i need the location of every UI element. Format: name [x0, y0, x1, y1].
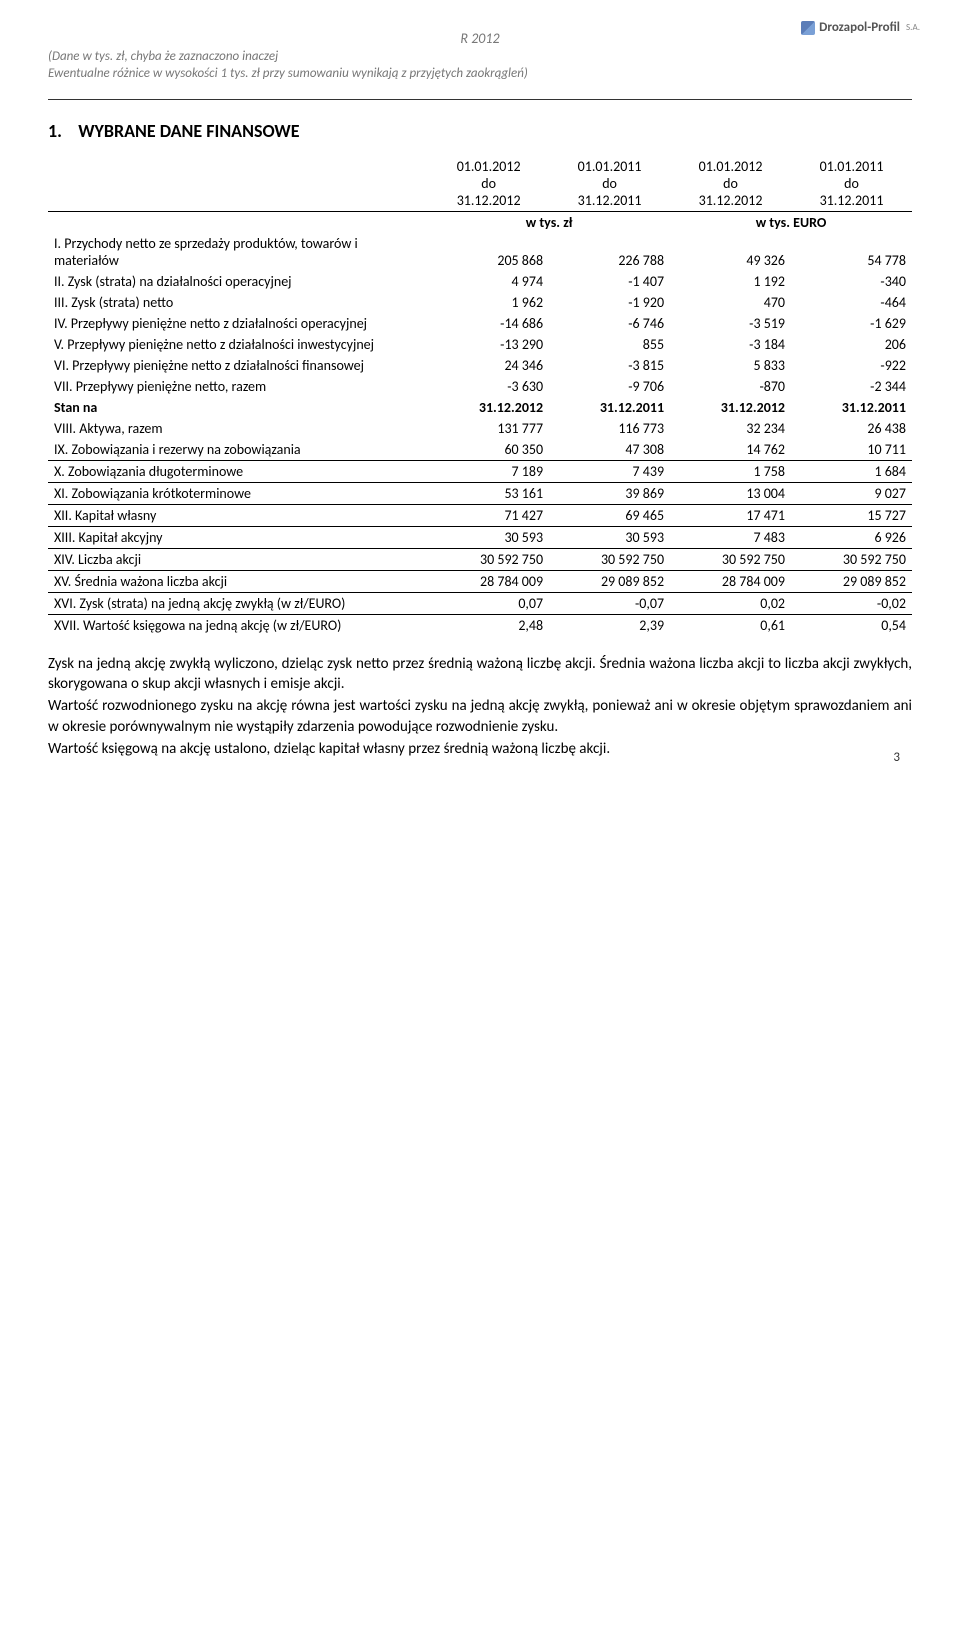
- body-paragraph-2: Wartość rozwodnionego zysku na akcję rów…: [48, 696, 912, 737]
- body-paragraph-3: Wartość księgową na akcję ustalono, dzie…: [48, 739, 912, 759]
- table-row: XVI. Zysk (strata) na jedną akcję zwykłą…: [48, 592, 912, 614]
- header-note-2: Ewentualne różnice w wysokości 1 tys. zł…: [48, 66, 912, 83]
- table-row: XIII. Kapitał akcyjny30 59330 5937 4836 …: [48, 526, 912, 548]
- table-row: IX. Zobowiązania i rezerwy na zobowiązan…: [48, 439, 912, 460]
- table-row: XII. Kapitał własny71 42769 46517 47115 …: [48, 504, 912, 526]
- body-paragraph-1: Zysk na jedną akcję zwykłą wyliczono, dz…: [48, 654, 912, 695]
- table-row: XV. Średnia ważona liczba akcji28 784 00…: [48, 570, 912, 592]
- table-row: XIV. Liczba akcji30 592 75030 592 75030 …: [48, 548, 912, 570]
- section-title: 1. WYBRANE DANE FINANSOWE: [48, 120, 912, 142]
- table-row: V. Przepływy pieniężne netto z działalno…: [48, 334, 912, 355]
- report-period: R 2012: [48, 30, 912, 47]
- stan-row: Stan na 31.12.2012 31.12.2011 31.12.2012…: [48, 397, 912, 418]
- period-2: 01.01.2011do31.12.2011: [549, 156, 670, 211]
- unit-zl: w tys. zł: [428, 211, 670, 233]
- table-row: XVII. Wartość księgowa na jedną akcję (w…: [48, 614, 912, 636]
- period-3: 01.01.2012do31.12.2012: [670, 156, 791, 211]
- page-number: 3: [893, 750, 900, 765]
- unit-row: w tys. zł w tys. EURO: [48, 211, 912, 233]
- table-row: VI. Przepływy pieniężne netto z działaln…: [48, 355, 912, 376]
- company-logo: Drozapol-Profil S.A.: [801, 20, 920, 35]
- logo-sa: S.A.: [906, 22, 920, 33]
- period-header-row: 01.01.2012do31.12.2012 01.01.2011do31.12…: [48, 156, 912, 211]
- section-number: 1.: [48, 120, 62, 142]
- section-title-text: WYBRANE DANE FINANSOWE: [78, 120, 299, 142]
- table-row: II. Zysk (strata) na działalności operac…: [48, 271, 912, 292]
- period-4: 01.01.2011do31.12.2011: [791, 156, 912, 211]
- period-1: 01.01.2012do31.12.2012: [428, 156, 549, 211]
- unit-euro: w tys. EURO: [670, 211, 912, 233]
- table-row: VIII. Aktywa, razem131 777116 77332 2342…: [48, 418, 912, 439]
- header-divider: [48, 99, 912, 100]
- table-row: I. Przychody netto ze sprzedaży produktó…: [48, 233, 912, 271]
- table-row: VII. Przepływy pieniężne netto, razem-3 …: [48, 376, 912, 397]
- header-note-1: (Dane w tys. zł, chyba że zaznaczono ina…: [48, 49, 912, 66]
- table-row: III. Zysk (strata) netto1 962-1 920470-4…: [48, 292, 912, 313]
- logo-text: Drozapol-Profil: [819, 20, 900, 35]
- table-row: XI. Zobowiązania krótkoterminowe53 16139…: [48, 482, 912, 504]
- table-row: X. Zobowiązania długoterminowe7 1897 439…: [48, 460, 912, 482]
- financial-table: 01.01.2012do31.12.2012 01.01.2011do31.12…: [48, 156, 912, 636]
- logo-icon: [801, 21, 815, 35]
- table-row: IV. Przepływy pieniężne netto z działaln…: [48, 313, 912, 334]
